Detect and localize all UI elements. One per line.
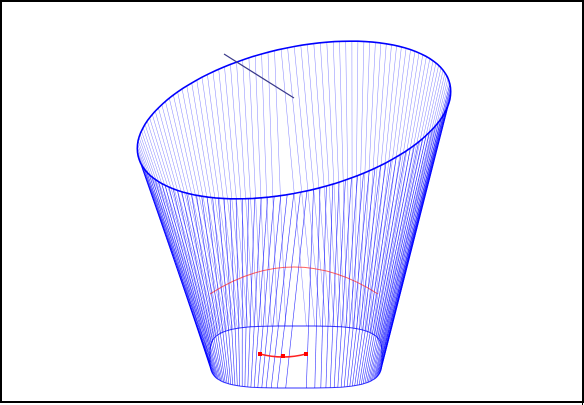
wireframe-front-line — [321, 186, 327, 388]
vertex-marker[interactable] — [304, 352, 308, 356]
wireframe-back-line — [202, 77, 237, 328]
wireframe-front-line — [236, 199, 240, 386]
wireframe-back-line — [143, 128, 213, 340]
wireframe-front-line — [155, 179, 213, 375]
wireframe-front-lines — [138, 84, 451, 388]
wireframe-front-line — [271, 194, 294, 388]
wireframe-front-line — [315, 188, 320, 388]
wireframe-front-line — [378, 116, 443, 376]
wireframe-back-line — [301, 45, 326, 326]
wireframe-back-line — [178, 92, 228, 331]
wireframe-front-line — [266, 195, 287, 388]
wireframe-back-line — [281, 49, 306, 326]
wireframe-back-line — [340, 41, 348, 327]
wireframe-front-line — [306, 189, 313, 388]
wireframe-back-line — [165, 101, 222, 332]
top-rim-outline — [137, 41, 450, 199]
wireframe-back-line — [288, 48, 315, 326]
wireframe-front-line — [230, 199, 237, 386]
vertex-marker[interactable] — [281, 354, 285, 358]
wireframe-front-line — [245, 199, 249, 387]
wireframe-back-line — [225, 67, 248, 327]
wireframe-front-line — [379, 112, 445, 375]
wireframe-back-line — [294, 47, 321, 327]
wireframe-back-line — [141, 131, 212, 340]
viewport-right-border — [582, 2, 583, 405]
wireframe-front-line — [248, 198, 255, 387]
wireframe-back-line — [268, 52, 277, 326]
wireframe-front-line — [344, 173, 363, 387]
wireframe-front-line — [138, 156, 210, 357]
wireframe-back-line — [255, 56, 266, 326]
wireframe-back-line — [379, 61, 433, 339]
vertex-marker[interactable] — [258, 352, 262, 356]
